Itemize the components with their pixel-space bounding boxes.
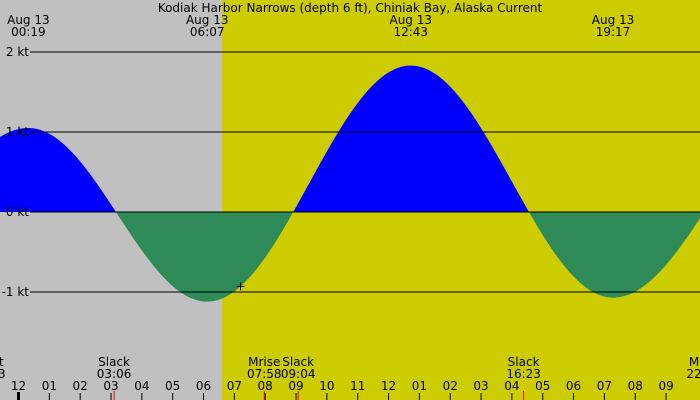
chart-title: Kodiak Harbor Narrows (depth 6 ft), Chin… — [158, 1, 543, 15]
hour-label: 10 — [319, 379, 334, 393]
event-name-label: Slack — [98, 355, 130, 369]
y-tick-label: 1 kt — [6, 125, 29, 139]
hour-label: 06 — [566, 379, 581, 393]
event-time-label: 07:58 — [247, 367, 282, 381]
extreme-time-label: 06:07 — [190, 25, 225, 39]
extreme-time-label: 12:43 — [393, 25, 428, 39]
hour-label: 05 — [535, 379, 550, 393]
partial-time-label: 3 — [0, 367, 6, 381]
extreme-time-label: 19:17 — [596, 25, 631, 39]
ebb-area — [0, 212, 700, 302]
hour-label: 09 — [288, 379, 303, 393]
cursor-marker — [236, 282, 245, 291]
hour-axis: 12 01 02 03 04 05 06 07 08 09 10 11 12 01 02 03 04 05 06 07… — [11, 379, 674, 400]
hour-label: 12 — [381, 379, 396, 393]
y-tick-label: 0 kt — [6, 205, 29, 219]
extreme-date-label: Aug 13 — [186, 13, 229, 27]
hour-label: 02 — [73, 379, 88, 393]
partial-event-label: t — [0, 355, 4, 369]
hour-label: 11 — [350, 379, 365, 393]
event-time-label: 09:04 — [281, 367, 316, 381]
event-time-label: 03:06 — [97, 367, 132, 381]
hour-label: 07 — [597, 379, 612, 393]
hour-label: 04 — [504, 379, 519, 393]
hour-label: 02 — [443, 379, 458, 393]
y-tick-label: 2 kt — [6, 45, 29, 59]
hour-label: 01 — [42, 379, 57, 393]
hour-label: 08 — [258, 379, 273, 393]
event-name-label: Slack — [282, 355, 314, 369]
hour-label: 08 — [628, 379, 643, 393]
hour-label: 03 — [473, 379, 488, 393]
partial-event-label: M — [689, 355, 699, 369]
hour-label: 05 — [165, 379, 180, 393]
hour-label: 01 — [412, 379, 427, 393]
y-tick-label: -1 kt — [2, 285, 30, 299]
extreme-time-label: 00:19 — [11, 25, 46, 39]
hour-label: 04 — [134, 379, 149, 393]
extreme-date-label: Aug 13 — [592, 13, 635, 27]
extreme-date-label: Aug 13 — [7, 13, 50, 27]
extreme-date-label: Aug 13 — [389, 13, 432, 27]
event-name-label: Mrise — [248, 355, 280, 369]
hour-label: 09 — [658, 379, 673, 393]
midnight-tick — [17, 392, 21, 400]
ebb-current-area — [0, 212, 700, 302]
grid-lines — [30, 51, 700, 293]
hour-label: 12 — [11, 379, 26, 393]
event-labels: Slack03:06Slack09:04Slack16:23Mrise07:58… — [0, 355, 700, 400]
event-time-label: 16:23 — [506, 367, 541, 381]
hour-label: 07 — [227, 379, 242, 393]
hour-label: 03 — [103, 379, 118, 393]
flood-area — [0, 65, 700, 212]
event-name-label: Slack — [508, 355, 540, 369]
y-axis-labels: 2 kt 1 kt 0 kt -1 kt — [2, 45, 30, 299]
flood-current-area — [0, 65, 700, 212]
partial-time-label: 22 — [686, 367, 700, 381]
hour-label: 06 — [196, 379, 211, 393]
